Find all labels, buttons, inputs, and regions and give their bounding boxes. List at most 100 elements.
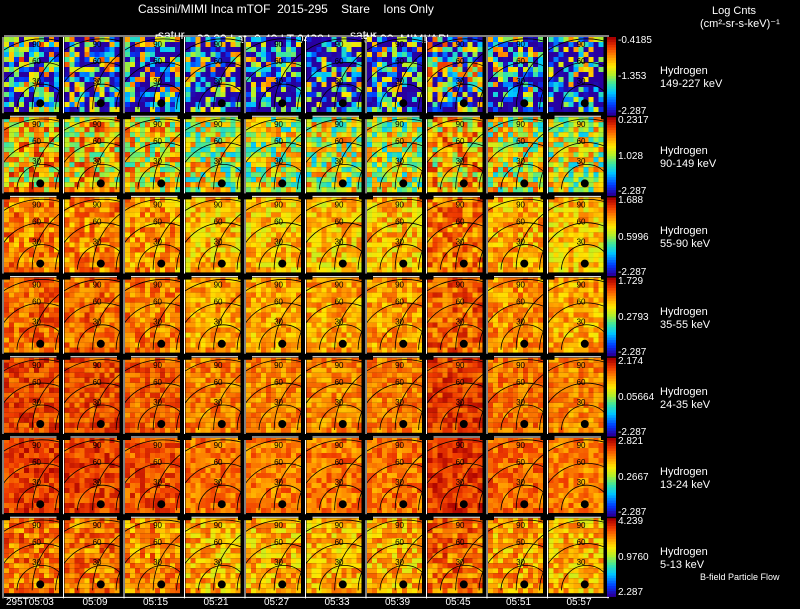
sky-panel: 90 60 30 [0, 277, 113, 353]
arc-label: 60 [516, 538, 525, 547]
arc-label: 90 [214, 200, 223, 209]
arc-label: 60 [93, 57, 102, 66]
grid-cross-marker [0, 273, 10, 280]
arc-label: 60 [274, 57, 283, 66]
arc-label: 60 [214, 538, 223, 547]
arc-label: 30 [274, 478, 283, 487]
colorbar-mid-label: 0.2667 [618, 472, 649, 484]
colorbar-max-label: 1.688 [618, 195, 644, 207]
sky-panel: 90 60 30 [515, 518, 658, 594]
arc-label: 30 [577, 558, 586, 567]
sky-panel: 90 60 30 [92, 438, 234, 513]
colorbar-mid-label: 0.9760 [618, 552, 649, 564]
sky-panel: 90 60 30 [92, 277, 234, 353]
grid-cross-marker [56, 273, 71, 280]
saturn-marker [36, 99, 45, 108]
arc-label: 90 [214, 441, 223, 450]
grid-cross-marker [0, 193, 10, 200]
grid-cross-marker [117, 514, 131, 521]
saturn-marker [459, 259, 468, 268]
arc-label: 90 [456, 361, 465, 370]
arc-label: 30 [516, 318, 525, 327]
grid-cross-marker [601, 434, 615, 440]
saturn-marker [338, 580, 347, 589]
grid-cross-marker [117, 434, 131, 440]
arc-label: 30 [274, 77, 283, 86]
arc-label: 60 [93, 298, 102, 307]
sky-panel: 90 60 30 [152, 37, 295, 112]
arc-label: 30 [274, 558, 283, 567]
sky-panel: 90 60 30 [273, 518, 416, 594]
sky-panel: 90 60 30 [455, 37, 597, 112]
arc-label: 90 [93, 120, 102, 129]
grid-cross-marker [419, 113, 434, 120]
saturn-marker [278, 179, 287, 188]
arc-label: 60 [335, 378, 344, 387]
grid-cross-marker [480, 273, 494, 280]
time-label: 295T05:03 [6, 597, 54, 608]
arc-label: 60 [93, 378, 102, 387]
saturn-marker [96, 580, 105, 589]
sky-panel: 90 60 30 [273, 117, 416, 193]
arc-label: 90 [456, 40, 465, 49]
saturn-marker [580, 580, 589, 589]
sky-panel: 90 60 30 [334, 518, 476, 594]
arc-label: 60 [577, 57, 586, 66]
grid-cross-marker [56, 113, 71, 120]
energy-label: 5-13 keV [660, 559, 705, 572]
arc-label: 60 [153, 458, 162, 467]
grid-cross-marker [298, 273, 313, 280]
saturn-marker [459, 580, 468, 589]
colorbar-mid-label: 0.5996 [618, 231, 649, 243]
grid-cross-marker [238, 353, 252, 360]
arc-label: 60 [153, 217, 162, 226]
saturn-marker [399, 339, 408, 348]
grid-cross-marker [480, 113, 494, 120]
sky-panel: 90 60 30 [0, 518, 113, 594]
arc-label: 60 [395, 378, 404, 387]
arc-label: 90 [516, 441, 525, 450]
arc-label: 90 [153, 200, 162, 209]
sky-panel: 90 60 30 [515, 37, 658, 112]
saturn-marker [36, 420, 45, 428]
arc-label: 30 [335, 478, 344, 487]
saturn-marker [157, 99, 166, 108]
grid-cross-marker [359, 113, 373, 120]
sky-panel: 90 60 30 [273, 277, 416, 353]
sky-panel: 90 60 30 [31, 117, 174, 193]
grid-cross-marker [359, 434, 373, 440]
sky-panel: 90 60 30 [213, 518, 355, 594]
sky-panel: 90 60 30 [334, 277, 476, 353]
arc-label: 30 [395, 558, 404, 567]
saturn-marker [580, 99, 589, 108]
arc-label: 30 [32, 318, 41, 327]
arc-label: 90 [93, 40, 102, 49]
sky-panel: 90 60 30 [394, 438, 537, 513]
species-label: Hydrogen [660, 466, 708, 478]
arc-label: 60 [395, 217, 404, 226]
arc-label: 90 [335, 441, 344, 450]
grid-cross-marker [238, 193, 252, 200]
arc-label: 60 [516, 137, 525, 146]
saturn-marker [459, 339, 468, 348]
arc-label: 30 [577, 157, 586, 166]
arc-label: 90 [274, 120, 283, 129]
arc-label: 60 [456, 538, 465, 547]
arc-label: 60 [516, 458, 525, 467]
arc-label: 60 [395, 57, 404, 66]
saturn-marker [399, 500, 408, 509]
grid-cross-marker [177, 434, 192, 440]
saturn-marker [338, 339, 347, 348]
saturn-marker [338, 420, 347, 428]
sky-panel: 90 60 30 [515, 357, 658, 433]
arc-label: 30 [153, 398, 162, 407]
arc-label: 90 [214, 120, 223, 129]
arc-label: 30 [93, 398, 102, 407]
grid-cross-marker [117, 193, 131, 200]
colorbar-max-label: 4.239 [618, 516, 644, 528]
arc-label: 30 [335, 318, 344, 327]
sky-panel: 90 60 30 [455, 197, 597, 273]
arc-label: 90 [32, 521, 41, 530]
saturn-marker [520, 420, 529, 428]
grid-cross-marker [359, 273, 373, 280]
